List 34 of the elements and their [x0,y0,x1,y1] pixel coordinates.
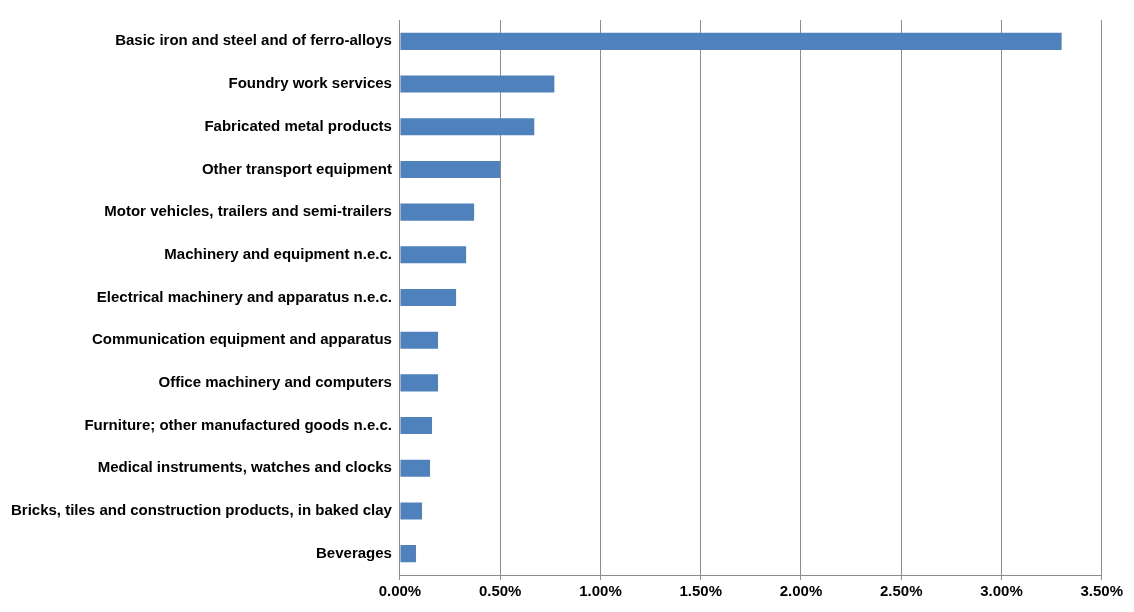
bar [400,288,457,307]
bar [400,502,422,520]
y-tick-label: Motor vehicles, trailers and semi-trailers [104,202,392,220]
y-tick-label: Foundry work services [228,74,392,92]
x-tick-label: 3.50% [1080,582,1124,600]
x-tick-label: 0.50% [478,582,522,600]
bar [400,75,555,93]
bar [400,246,467,264]
y-tick-label: Machinery and equipment n.e.c. [164,244,392,262]
y-tick-label: Basic iron and steel and of ferro-alloys [115,31,392,49]
y-tick-label: Office machinery and computers [158,373,392,391]
y-tick-label: Beverages [316,543,392,561]
x-tick-label: 1.50% [679,582,722,600]
bar [400,32,1062,50]
y-tick-label: Fabricated metal products [204,116,392,134]
x-tick-label: 2.50% [879,582,923,600]
bar [400,118,535,136]
bar [400,374,439,392]
bar [400,417,433,435]
x-tick-label: 2.00% [779,582,823,600]
y-tick-label: Other transport equipment [201,159,392,177]
x-tick-label: 0.00% [378,582,422,600]
y-tick-label: Communication equipment and apparatus [91,330,392,348]
bar [400,545,416,563]
bar [400,160,501,178]
y-tick-label: Furniture; other manufactured goods n.e.c. [84,415,392,433]
bar [400,203,475,221]
y-tick-label: Bricks, tiles and construction products, in baked clay [11,501,393,519]
y-tick-label: Medical instruments, watches and clocks [97,458,392,476]
bar [400,459,431,477]
x-tick-label: 3.00% [980,582,1023,600]
y-tick-label: Electrical machinery and apparatus n.e.c. [96,287,392,305]
x-tick-label: 1.00% [579,582,622,600]
bar [400,331,439,349]
